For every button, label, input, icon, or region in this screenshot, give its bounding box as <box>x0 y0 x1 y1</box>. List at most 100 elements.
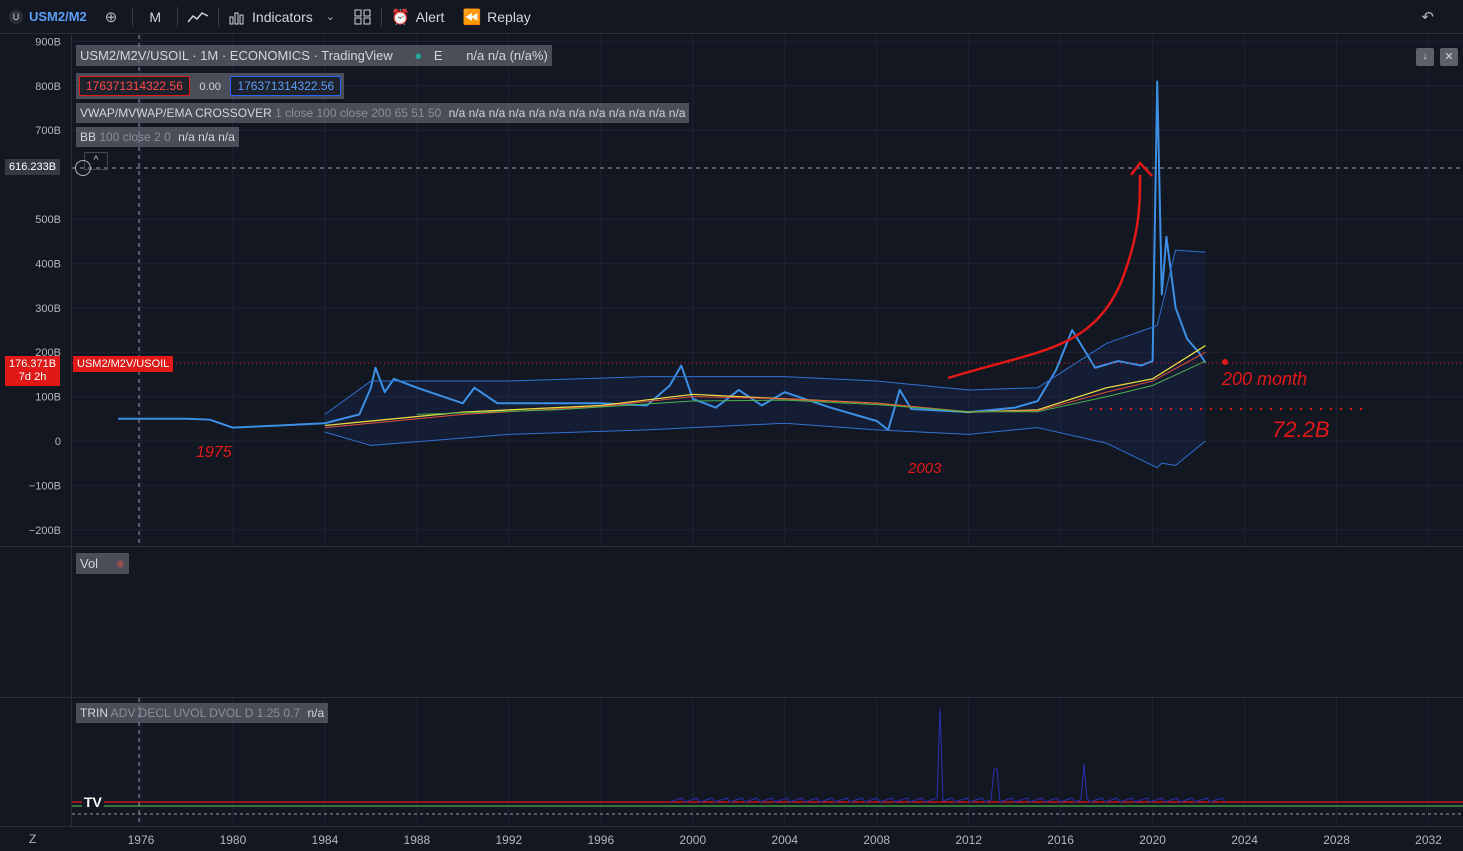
price-axis-tick: 500B <box>35 214 61 226</box>
chevron-down-icon: ⌄ <box>325 11 335 23</box>
arrow-down-icon: ↓ <box>1422 51 1428 62</box>
annotation-year-2003: 2003 <box>907 460 942 477</box>
annotation-arrowhead <box>1130 161 1153 177</box>
indicator-params: 1 close 100 close 200 65 51 50 <box>275 106 442 120</box>
undo-button[interactable]: ↶ <box>1412 0 1449 34</box>
trin-chart[interactable] <box>0 698 1463 827</box>
time-axis-tick: 1996 <box>587 833 614 847</box>
toolbar-divider <box>218 6 220 27</box>
annotation-arrow-line <box>947 174 1142 380</box>
symbol-label: USM2/M2 <box>29 9 87 24</box>
pane-close-button[interactable]: ✕ <box>1440 48 1458 66</box>
price-axis-tick: 900B <box>35 36 61 48</box>
volume-label: Vol <box>80 556 99 571</box>
crosshair-plus-icon[interactable] <box>75 160 91 176</box>
chart-legend-title: USM2/M2V/USOIL · 1M · ECONOMICS · Tradin… <box>76 45 552 66</box>
bollinger-lower-line <box>324 422 1206 469</box>
layout-grid-icon <box>354 9 371 24</box>
time-axis-tick: 1992 <box>495 833 522 847</box>
crosshair-price-label: 616.233B <box>5 159 61 175</box>
replay-label: Replay <box>487 8 531 25</box>
price-axis-tick: 700B <box>35 125 61 137</box>
timezone-button[interactable]: Z <box>29 832 37 846</box>
interval-button[interactable]: M <box>133 0 177 34</box>
indicators-label: Indicators <box>252 8 313 25</box>
symbol-badge: U <box>9 9 23 24</box>
volume-legend[interactable]: Vol ✺ <box>76 553 129 574</box>
alert-button[interactable]: ⏰ Alert <box>382 0 453 34</box>
indicator-params: ADV DECL UVOL DVOL D 1.25 0.7 <box>110 706 301 720</box>
alert-label: Alert <box>415 8 445 25</box>
alarm-clock-icon: ⏰ <box>390 8 410 26</box>
toolbar-divider <box>380 6 382 27</box>
indicators-dropdown[interactable]: ⌄ <box>322 0 345 34</box>
indicator-values: n/a n/a n/a <box>178 130 235 144</box>
compare-button[interactable]: ⊕ <box>96 0 133 34</box>
indicator-name: BB <box>80 130 97 144</box>
bollinger-band-fill <box>324 250 1206 468</box>
price-axis-border <box>71 35 72 826</box>
indicator-values: n/a <box>307 706 325 720</box>
layouts-button[interactable] <box>345 0 381 34</box>
price-axis-tick: 0 <box>55 436 61 448</box>
trin-series-line <box>669 708 1226 803</box>
price-axis-tick: 800B <box>35 81 61 93</box>
volume-pane[interactable]: Vol ✺ <box>0 546 1463 698</box>
toolbar-divider <box>132 6 134 27</box>
time-axis-tick: 2004 <box>771 833 798 847</box>
pane-collapse-button[interactable]: ↓ <box>1416 48 1434 66</box>
line-chart-icon <box>187 11 209 22</box>
time-axis-tick: 1980 <box>220 833 247 847</box>
spread-value: 0.00 <box>199 81 221 93</box>
replay-button[interactable]: ⏪ Replay <box>453 0 539 34</box>
indicator-legend-vwap[interactable]: VWAP/MVWAP/EMA CROSSOVER 1 close 100 clo… <box>76 103 690 123</box>
close-icon: ✕ <box>1444 51 1454 63</box>
bollinger-upper-line <box>324 249 1206 415</box>
exchange-flag: E <box>433 48 443 63</box>
time-axis-tick: 2016 <box>1047 833 1074 847</box>
trin-legend[interactable]: TRIN ADV DECL UVOL DVOL D 1.25 0.7 n/a <box>76 703 329 723</box>
price-axis-tick: 100B <box>35 392 61 404</box>
annotation-dot <box>1222 359 1228 365</box>
series-title: USM2/M2V/USOIL · 1M · ECONOMICS · Tradin… <box>80 48 393 63</box>
price-axis-tick: 300B <box>35 303 61 315</box>
chart-type-button[interactable] <box>178 0 218 34</box>
indicators-button[interactable]: Indicators <box>219 0 322 34</box>
interval-label: M <box>149 8 162 25</box>
ohlc-values: n/a n/a (n/a%) <box>466 48 548 63</box>
time-axis-labels: 1976 1980 1984 1988 1992 1996 2000 2004 2008 2012… <box>128 833 1443 847</box>
last-price-value: 176.371B <box>9 358 57 370</box>
rewind-icon: ⏪ <box>462 8 482 26</box>
time-axis-tick: 1976 <box>128 833 155 847</box>
time-axis-tick: 2008 <box>863 833 890 847</box>
undo-icon: ↶ <box>1421 8 1434 26</box>
indicator-name: TRIN <box>80 706 108 720</box>
price-series-line <box>117 80 1207 431</box>
price-axis-tick: 400B <box>35 258 61 270</box>
top-toolbar: U USM2/M2 ⊕ M Indicators ⌄ ⏰ Alert ⏪ Rep… <box>0 0 1463 34</box>
indicator-values: n/a n/a n/a n/a n/a n/a n/a n/a n/a n/a … <box>448 106 686 120</box>
bid-value[interactable]: 176371314322.56 <box>79 76 190 96</box>
indicator-params: 100 close 2 0 <box>99 130 171 144</box>
last-price-label: 176.371B 7d 2h <box>5 356 61 386</box>
trin-pane[interactable]: TRIN ADV DECL UVOL DVOL D 1.25 0.7 n/a T… <box>0 697 1463 827</box>
bid-ask-row: 176371314322.56 0.00 176371314322.56 <box>76 73 345 99</box>
time-axis-tick: 2000 <box>679 833 706 847</box>
indicator-legend-bb[interactable]: BB 100 close 2 0 n/a n/a n/a <box>76 127 239 147</box>
status-dot: ● <box>414 48 423 63</box>
plus-circle-icon: ⊕ <box>104 8 118 26</box>
tradingview-logo[interactable]: TV <box>82 794 104 810</box>
time-axis-tick: 2032 <box>1415 833 1442 847</box>
time-axis[interactable]: 1976 1980 1984 1988 1992 1996 2000 2004 2008 2012… <box>0 826 1463 851</box>
price-axis-tick: −200B <box>29 525 61 537</box>
ema-green-line <box>416 360 1206 415</box>
series-name-tag: USM2/M2V/USOIL <box>73 356 174 372</box>
time-axis-tick: 1988 <box>404 833 431 847</box>
indicators-icon <box>229 12 244 24</box>
ask-value[interactable]: 176371314322.56 <box>230 76 342 96</box>
time-axis-tick: 1984 <box>312 833 339 847</box>
main-chart-pane[interactable]: 900B 800B 700B 500B 400B 300B 200B 100B 0 −100B −2… <box>0 35 1463 546</box>
last-price-countdown: 7d 2h <box>18 371 47 383</box>
symbol-button[interactable]: U USM2/M2 <box>0 0 96 34</box>
toolbar-divider <box>177 6 179 27</box>
